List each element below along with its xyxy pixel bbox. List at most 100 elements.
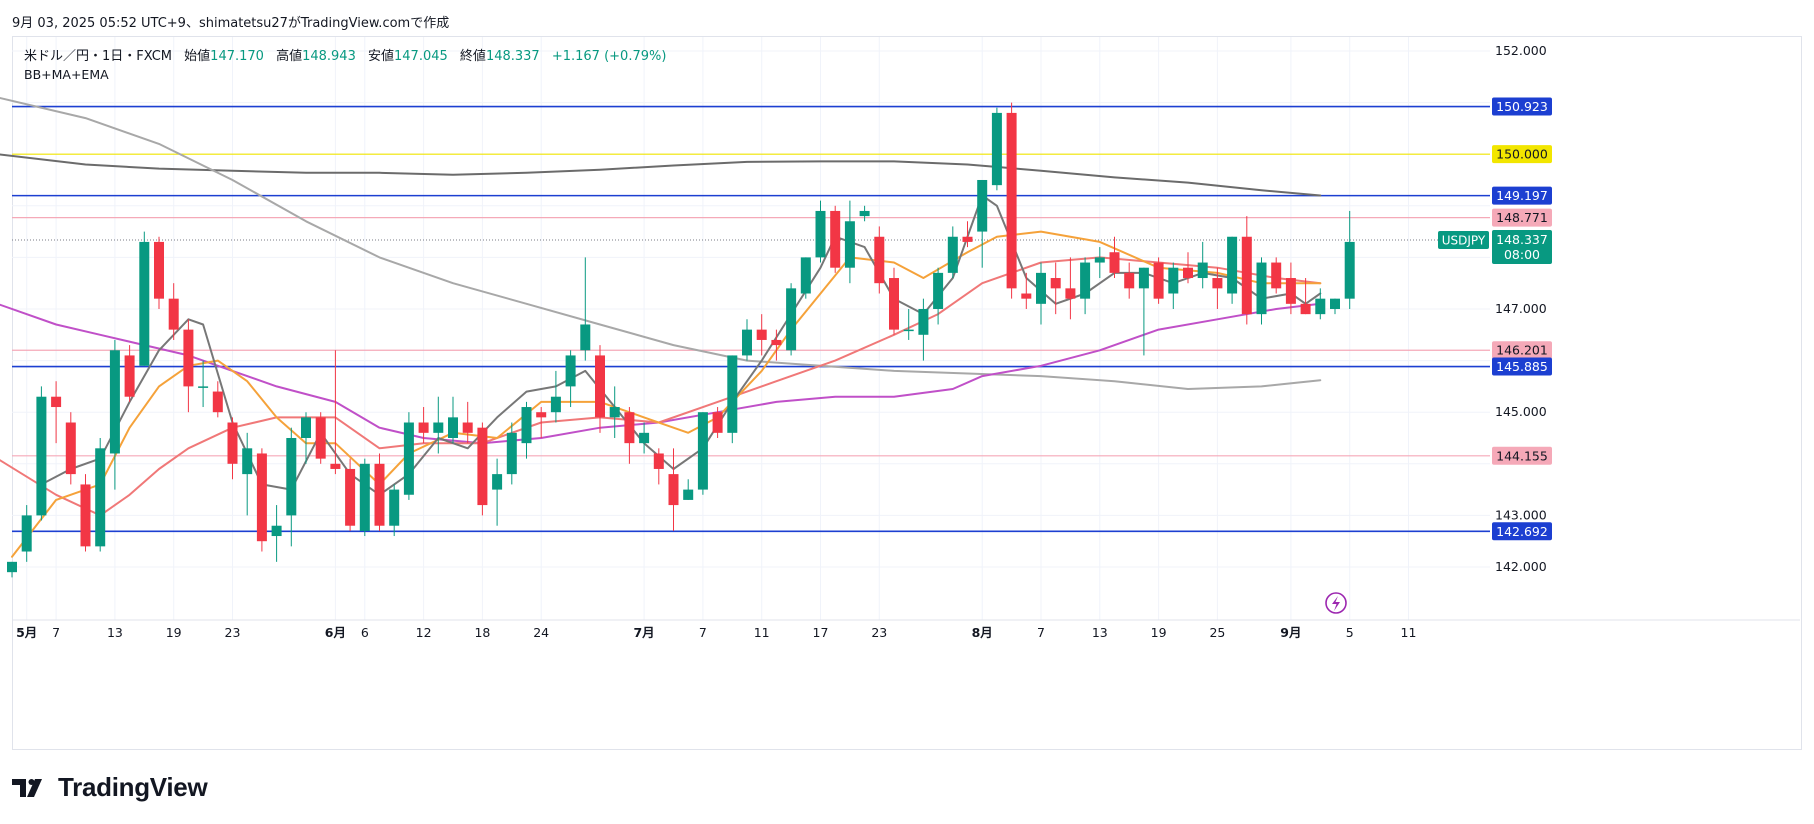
candle-body[interactable] bbox=[448, 417, 458, 438]
candle-body[interactable] bbox=[109, 350, 120, 454]
price-label-tag[interactable] bbox=[1492, 97, 1552, 116]
candle-body[interactable] bbox=[933, 272, 944, 309]
candle-body[interactable] bbox=[1080, 262, 1091, 299]
candle-body[interactable] bbox=[403, 422, 414, 495]
candle-body[interactable] bbox=[712, 412, 723, 433]
candle-body[interactable] bbox=[330, 463, 341, 469]
candle-body[interactable] bbox=[624, 412, 635, 444]
candle-body[interactable] bbox=[359, 463, 370, 531]
candle-body[interactable] bbox=[1212, 278, 1223, 289]
candle-body[interactable] bbox=[830, 210, 841, 268]
price-label-tag[interactable] bbox=[1492, 446, 1552, 465]
candle-body[interactable] bbox=[756, 329, 767, 340]
candle-body[interactable] bbox=[991, 112, 1002, 186]
candle-body[interactable] bbox=[742, 329, 752, 356]
candle-body[interactable] bbox=[36, 396, 47, 516]
candle-body[interactable] bbox=[433, 422, 444, 433]
candle-body[interactable] bbox=[506, 432, 517, 475]
candle-body[interactable] bbox=[1344, 241, 1355, 299]
candle-body[interactable] bbox=[1285, 278, 1296, 304]
candle-body[interactable] bbox=[154, 241, 164, 299]
candle-body[interactable] bbox=[800, 257, 811, 294]
price-chart[interactable]: 142.000 143.000 145.000 147.000 152.000 5月 7 13… bbox=[0, 0, 1814, 760]
symbol-tag[interactable] bbox=[1438, 230, 1489, 249]
candle-body[interactable] bbox=[1109, 252, 1120, 273]
candle-body[interactable] bbox=[389, 489, 400, 526]
candle-body[interactable] bbox=[903, 329, 914, 332]
last-price-box[interactable] bbox=[1492, 229, 1552, 264]
candle-body[interactable] bbox=[1153, 262, 1164, 299]
candle-body[interactable] bbox=[315, 417, 326, 459]
candle-body[interactable] bbox=[1050, 278, 1061, 289]
candle-body[interactable] bbox=[874, 236, 885, 284]
tradingview-logo[interactable]: TradingView bbox=[12, 772, 208, 803]
candle-body[interactable] bbox=[1124, 272, 1135, 289]
candle-body[interactable] bbox=[521, 407, 532, 444]
candle-body[interactable] bbox=[536, 412, 547, 418]
candle-body[interactable] bbox=[1138, 267, 1149, 289]
event-lightning-icon[interactable] bbox=[1325, 592, 1347, 614]
candle-body[interactable] bbox=[1021, 293, 1032, 299]
price-label-tag[interactable] bbox=[1492, 145, 1552, 164]
candle-body[interactable] bbox=[95, 448, 106, 547]
candle-body[interactable] bbox=[859, 210, 870, 217]
candle-body[interactable] bbox=[1094, 257, 1105, 263]
candle-body[interactable] bbox=[462, 422, 473, 433]
candle-body[interactable] bbox=[977, 179, 988, 232]
candle-body[interactable] bbox=[771, 339, 782, 346]
price-label-tag[interactable] bbox=[1492, 341, 1552, 360]
candle-body[interactable] bbox=[1227, 236, 1238, 294]
price-label-tag[interactable] bbox=[1492, 186, 1552, 205]
candle-body[interactable] bbox=[271, 525, 282, 537]
candle-body[interactable] bbox=[418, 422, 429, 433]
candle-body[interactable] bbox=[609, 407, 620, 418]
candle-body[interactable] bbox=[301, 417, 311, 438]
candle-body[interactable] bbox=[565, 355, 576, 387]
candle-body[interactable] bbox=[1315, 298, 1326, 315]
candle-body[interactable] bbox=[65, 422, 76, 475]
candle-body[interactable] bbox=[683, 489, 694, 500]
candle-body[interactable] bbox=[139, 241, 150, 366]
candle-body[interactable] bbox=[1006, 112, 1017, 289]
candle-body[interactable] bbox=[51, 396, 62, 408]
candle-body[interactable] bbox=[242, 448, 253, 475]
price-label-tag[interactable] bbox=[1492, 522, 1552, 541]
candle-body[interactable] bbox=[1065, 288, 1076, 299]
candle-body[interactable] bbox=[786, 288, 797, 351]
candle-body[interactable] bbox=[345, 468, 356, 526]
candle-body[interactable] bbox=[1330, 298, 1340, 309]
candle-body[interactable] bbox=[256, 453, 267, 542]
candle-body[interactable] bbox=[815, 210, 826, 258]
candle-body[interactable] bbox=[21, 515, 32, 552]
candle-body[interactable] bbox=[212, 391, 223, 413]
candle-body[interactable] bbox=[198, 386, 209, 388]
candle-body[interactable] bbox=[80, 484, 91, 547]
candle-body[interactable] bbox=[1036, 272, 1046, 304]
candle-body[interactable] bbox=[168, 298, 179, 330]
candle-body[interactable] bbox=[653, 453, 664, 469]
candle-body[interactable] bbox=[550, 396, 561, 413]
price-label-tag[interactable] bbox=[1492, 357, 1552, 376]
candle-body[interactable] bbox=[727, 355, 738, 433]
candle-body[interactable] bbox=[286, 437, 297, 516]
candle-body[interactable] bbox=[183, 329, 194, 387]
candle-body[interactable] bbox=[595, 355, 605, 418]
candle-body[interactable] bbox=[477, 427, 488, 506]
candle-body[interactable] bbox=[1300, 303, 1311, 315]
candle-body[interactable] bbox=[492, 474, 503, 490]
candle-body[interactable] bbox=[962, 236, 973, 242]
candle-body[interactable] bbox=[1271, 262, 1282, 289]
candle-body[interactable] bbox=[7, 561, 17, 573]
candle-body[interactable] bbox=[1168, 267, 1179, 294]
candle-body[interactable] bbox=[697, 412, 708, 490]
candle-body[interactable] bbox=[844, 221, 855, 268]
candle-body[interactable] bbox=[374, 463, 385, 526]
candle-body[interactable] bbox=[918, 308, 929, 335]
candle-body[interactable] bbox=[1197, 262, 1208, 279]
candle-body[interactable] bbox=[1256, 262, 1267, 315]
candle-body[interactable] bbox=[668, 474, 679, 506]
candle-body[interactable] bbox=[124, 355, 135, 397]
candle-body[interactable] bbox=[947, 236, 958, 273]
price-label-tag[interactable] bbox=[1492, 208, 1552, 227]
indicators-legend[interactable]: BB+MA+EMA bbox=[24, 67, 109, 82]
